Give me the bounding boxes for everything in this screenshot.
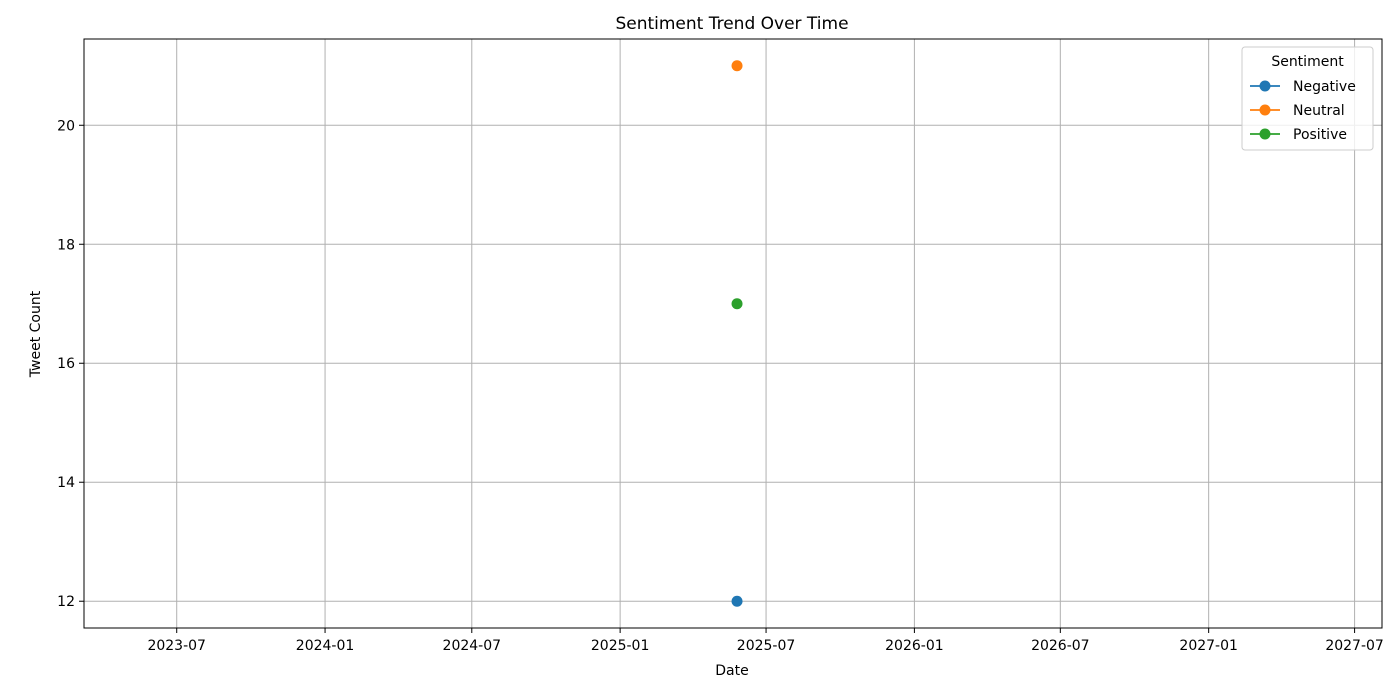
x-tick-label: 2027-07 [1325, 638, 1384, 654]
grid-lines [84, 39, 1382, 628]
x-axis-label: Date [715, 663, 748, 679]
y-tick-label: 20 [57, 118, 75, 134]
x-tick-label: 2024-01 [296, 638, 355, 654]
plot-area-frame [83, 38, 1383, 629]
legend-item-positive: Positive [1250, 127, 1347, 143]
x-axis-ticks: 2023-07 2024-01 2024-07 2025-01 2025-07 2026-… [147, 628, 1384, 654]
x-tick-label: 2024-07 [443, 638, 502, 654]
x-tick-label: 2023-07 [147, 638, 206, 654]
data-point-negative [731, 595, 743, 607]
legend-marker [1259, 104, 1271, 116]
x-tick-label: 2025-01 [591, 638, 650, 654]
y-axis-ticks: 12 14 16 18 20 [57, 118, 84, 610]
legend-marker [1259, 128, 1271, 140]
legend-items: Negative Neutral Positive [1250, 79, 1356, 143]
legend-title: Sentiment [1271, 54, 1344, 70]
y-tick-label: 18 [57, 237, 75, 253]
legend-marker [1259, 80, 1271, 92]
legend-item-neutral: Neutral [1250, 103, 1345, 119]
x-tick-label: 2027-01 [1179, 638, 1238, 654]
y-tick-label: 12 [57, 594, 75, 610]
x-tick-label: 2026-07 [1031, 638, 1090, 654]
legend-label: Negative [1293, 79, 1356, 95]
legend-label: Neutral [1293, 103, 1345, 119]
data-points [731, 60, 743, 607]
y-tick-label: 16 [57, 356, 75, 372]
legend-label: Positive [1293, 127, 1347, 143]
x-tick-label: 2025-07 [737, 638, 796, 654]
data-point-positive [731, 298, 743, 310]
y-tick-label: 14 [57, 475, 75, 491]
data-point-neutral [731, 60, 743, 72]
y-axis-label: Tweet Count [28, 290, 44, 378]
chart-title: Sentiment Trend Over Time [615, 14, 848, 34]
x-tick-label: 2026-01 [885, 638, 944, 654]
legend-item-negative: Negative [1250, 79, 1356, 95]
legend-box [1241, 46, 1374, 151]
legend: Sentiment Negative Neutral Positive [1241, 46, 1374, 151]
